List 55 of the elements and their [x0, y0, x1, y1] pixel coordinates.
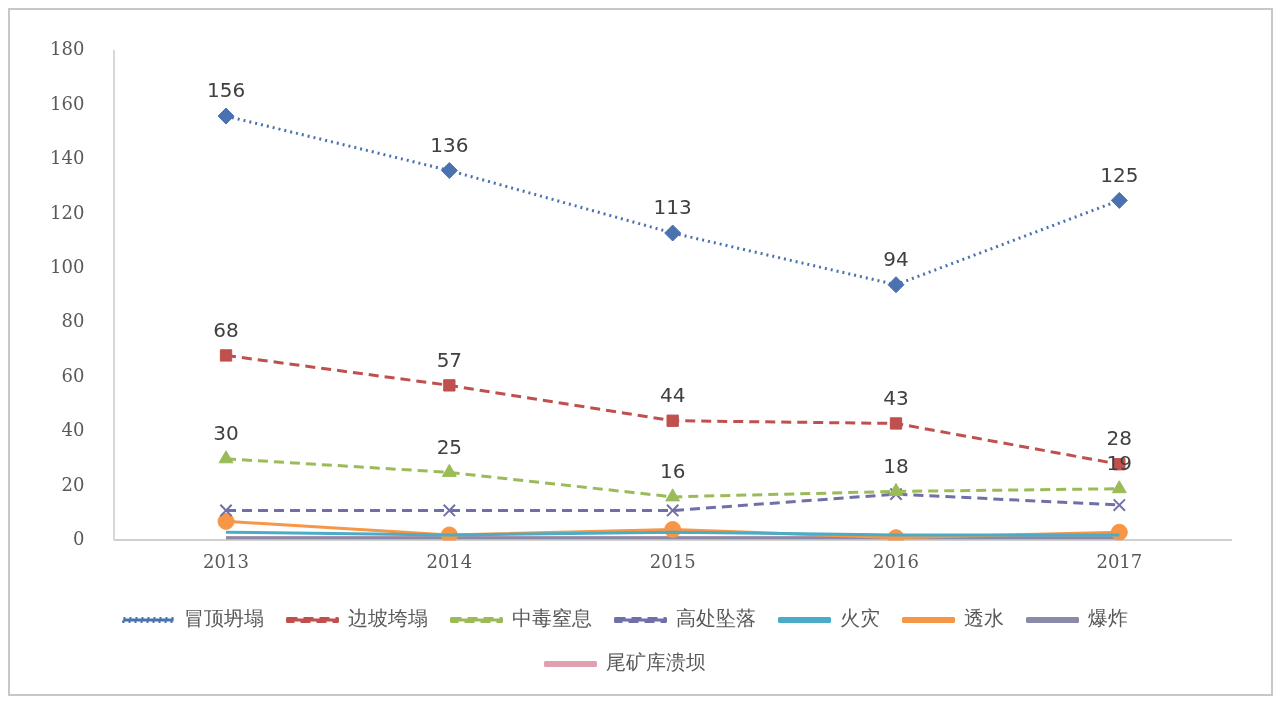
- point: [217, 107, 235, 125]
- x-tick-label: 2013: [203, 550, 249, 572]
- legend-label: 高处坠落: [675, 606, 756, 631]
- y-tick-label: 120: [50, 201, 85, 223]
- y-tick-label: 140: [50, 147, 85, 169]
- x-tick-label: 2015: [649, 550, 696, 572]
- data-label: 16: [659, 459, 686, 484]
- y-tick-label: 60: [61, 364, 85, 386]
- data-label: 43: [883, 385, 909, 410]
- point: [440, 161, 458, 179]
- data-label: 94: [883, 246, 909, 271]
- legend-label: 透水: [963, 606, 1004, 631]
- y-tick-label: 180: [50, 38, 85, 60]
- legend-label: 火灾: [839, 606, 880, 631]
- y-tick-label: 160: [50, 92, 85, 114]
- x-tick-label: 2016: [873, 550, 919, 572]
- data-label: 28: [1106, 426, 1133, 451]
- point: [442, 503, 457, 518]
- point: [219, 349, 233, 362]
- point: [1112, 498, 1126, 512]
- point: [218, 450, 234, 464]
- point: [887, 276, 905, 294]
- x-tick-label: 2014: [426, 550, 473, 572]
- data-label: 156: [206, 78, 246, 103]
- point: [1111, 480, 1127, 494]
- legend-label: 爆炸: [1087, 606, 1128, 631]
- data-label: 57: [436, 347, 463, 372]
- legend-label: 尾矿库溃坝: [605, 650, 706, 675]
- data-label: 113: [653, 195, 692, 220]
- data-label: 25: [436, 434, 463, 459]
- point: [443, 379, 456, 392]
- point: [666, 414, 679, 427]
- data-label: 125: [1100, 162, 1139, 187]
- y-tick-label: 40: [61, 419, 85, 441]
- point: [1110, 191, 1128, 209]
- y-tick-label: 20: [61, 473, 85, 495]
- x-tick-label: 2017: [1096, 550, 1143, 572]
- point: [666, 503, 680, 518]
- point: [664, 224, 682, 242]
- legend-label: 中毒窒息: [511, 606, 592, 631]
- point: [665, 488, 681, 502]
- y-tick-label: 0: [72, 528, 85, 550]
- point: [219, 503, 233, 518]
- data-label: 68: [213, 317, 239, 342]
- legend-label: 边坡垮塌: [347, 606, 428, 631]
- y-tick-label: 80: [61, 310, 85, 332]
- point: [217, 512, 235, 530]
- point: [889, 417, 903, 430]
- data-label: 30: [213, 421, 239, 445]
- y-tick-label: 100: [50, 256, 85, 278]
- legend-label: 冒顶坍塌: [183, 606, 264, 631]
- data-label: 136: [430, 132, 469, 157]
- data-label: 18: [883, 453, 909, 478]
- point: [889, 487, 903, 501]
- data-label: 44: [659, 382, 686, 407]
